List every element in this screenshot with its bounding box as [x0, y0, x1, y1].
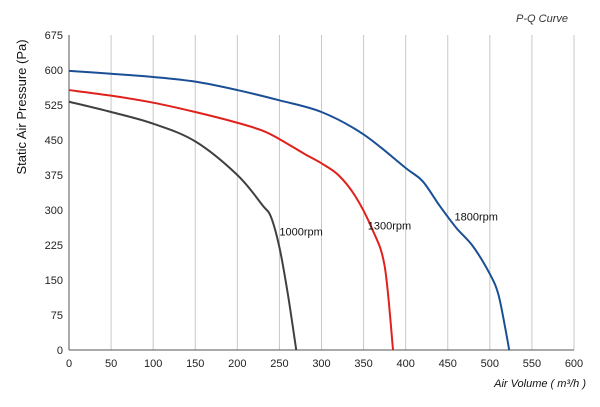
axis-layer: 0 50 100 150 200 250 300 350 400 450 500 550 600 0 75 1… — [45, 30, 584, 370]
x-tick-label-400: 400 — [396, 358, 414, 370]
y-tick-label-600: 600 — [45, 65, 63, 77]
y-tick-label-450: 450 — [45, 135, 63, 147]
x-tick-label-500: 500 — [481, 358, 499, 370]
y-tick-label-375: 375 — [45, 170, 63, 182]
series-label-1000rpm: 1000rpm — [279, 227, 322, 239]
series-label-1800rpm: 1800rpm — [454, 211, 497, 223]
series-line-1000rpm — [68, 100, 298, 351]
grid-layer — [110, 35, 575, 350]
series-layer — [68, 69, 511, 351]
x-tick-label-50: 50 — [105, 358, 117, 370]
y-tick-label-525: 525 — [45, 100, 63, 112]
y-tick-label-225: 225 — [45, 240, 63, 252]
x-tick-label-600: 600 — [565, 358, 583, 370]
x-tick-label-100: 100 — [144, 358, 162, 370]
y-tick-label-150: 150 — [45, 275, 63, 287]
x-axis-title: Air Volume ( m³/h ) — [493, 378, 586, 390]
x-tick-label-550: 550 — [523, 358, 541, 370]
series-line-1800rpm — [68, 69, 511, 351]
x-tick-label-300: 300 — [312, 358, 330, 370]
y-tick-label-300: 300 — [45, 205, 63, 217]
y-tick-label-0: 0 — [57, 345, 63, 357]
x-tick-label-250: 250 — [270, 358, 288, 370]
x-tick-label-200: 200 — [228, 358, 246, 370]
y-axis-title: Static Air Pressure (Pa) — [14, 39, 29, 174]
x-tick-label-450: 450 — [439, 358, 457, 370]
x-tick-label-150: 150 — [186, 358, 204, 370]
y-tick-label-675: 675 — [45, 30, 63, 42]
x-tick-label-0: 0 — [66, 358, 72, 370]
x-tick-label-350: 350 — [354, 358, 372, 370]
y-tick-label-75: 75 — [51, 310, 63, 322]
series-line-1300rpm — [68, 89, 395, 351]
series-label-1300rpm: 1300rpm — [368, 221, 411, 233]
chart-title: P-Q Curve — [516, 13, 568, 25]
label-layer: 1000rpm 1300rpm 1800rpm — [279, 211, 497, 238]
